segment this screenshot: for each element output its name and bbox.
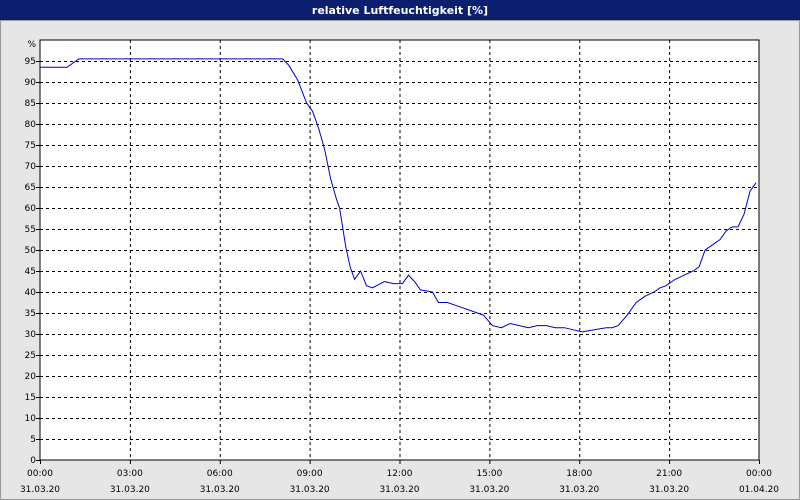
x-tick-date-label: 31.03.20 (20, 485, 60, 495)
y-tick-label: 0 (30, 456, 36, 466)
x-tick-date-label: 31.03.20 (649, 485, 689, 495)
y-tick-label: 10 (25, 414, 37, 424)
x-tick-date-label: 31.03.20 (290, 485, 330, 495)
x-tick-time-label: 00:00 (27, 469, 53, 479)
y-tick-label: 15 (25, 393, 36, 403)
y-tick-label: 30 (25, 330, 37, 340)
x-tick-date-label: 31.03.20 (379, 485, 419, 495)
y-tick-label: 55 (25, 225, 36, 235)
y-tick-label: 50 (25, 246, 37, 256)
y-tick-label: 5 (30, 435, 36, 445)
chart-title: relative Luftfeuchtigkeit [%] (311, 3, 489, 17)
x-tick-date-label: 31.03.20 (200, 485, 240, 495)
x-tick-date-label: 31.03.20 (110, 485, 150, 495)
x-tick-time-label: 21:00 (656, 469, 682, 479)
x-tick-time-label: 12:00 (387, 469, 413, 479)
x-tick-time-label: 00:00 (746, 469, 772, 479)
y-tick-label: 95 (25, 57, 36, 67)
x-tick-time-label: 09:00 (297, 469, 323, 479)
x-tick-date-label: 31.03.20 (469, 485, 509, 495)
x-tick-time-label: 03:00 (117, 469, 143, 479)
humidity-series-line (40, 58, 757, 333)
y-axis-label: % (27, 40, 36, 50)
y-tick-label: 25 (25, 351, 36, 361)
x-tick-time-label: 06:00 (207, 469, 233, 479)
y-tick-label: 80 (25, 120, 37, 130)
y-tick-label: 40 (25, 288, 37, 298)
x-tick-time-label: 18:00 (566, 469, 592, 479)
chart-title-bar: relative Luftfeuchtigkeit [%] (0, 0, 800, 20)
y-tick-label: 75 (25, 141, 36, 151)
y-tick-label: 90 (25, 78, 37, 88)
y-tick-label: 20 (25, 372, 37, 382)
y-tick-label: 65 (25, 183, 36, 193)
x-tick-time-label: 15:00 (476, 469, 502, 479)
y-tick-label: 70 (25, 162, 37, 172)
x-tick-date-label: 31.03.20 (559, 485, 599, 495)
y-tick-label: 45 (25, 267, 36, 277)
x-tick-date-label: 01.04.20 (739, 485, 779, 495)
y-tick-label: 35 (25, 309, 36, 319)
y-tick-label: 85 (25, 99, 36, 109)
y-tick-label: 60 (25, 204, 37, 214)
